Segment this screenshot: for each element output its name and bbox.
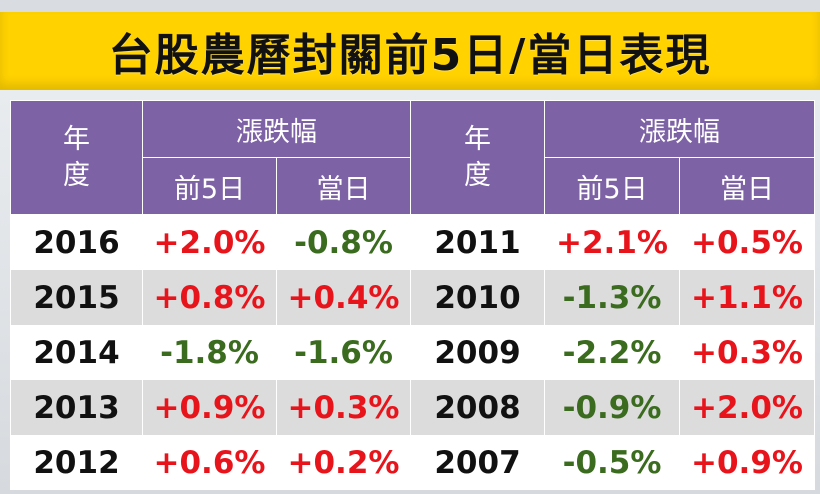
left-year-cell: 2014 xyxy=(10,325,143,380)
right-before5-cell: -0.5% xyxy=(544,435,680,490)
year-header-right: 年 度 xyxy=(410,100,545,215)
table-row: 2016 +2.0% -0.8% 2011 +2.1% +0.5% xyxy=(10,214,815,270)
left-year-cell: 2015 xyxy=(10,270,143,325)
year-header-line2: 度 xyxy=(464,159,491,191)
right-year-cell: 2010 xyxy=(410,270,545,325)
before5-header-left: 前5日 xyxy=(142,157,277,215)
right-sameday-cell: +1.1% xyxy=(679,270,815,325)
year-header-line1: 年 xyxy=(63,123,90,155)
right-sameday-cell: +2.0% xyxy=(679,380,815,435)
left-year-cell: 2012 xyxy=(10,435,143,490)
left-sameday-cell: +0.4% xyxy=(276,270,411,325)
left-sameday-cell: +0.3% xyxy=(276,380,411,435)
table-row: 2013 +0.9% +0.3% 2008 -0.9% +2.0% xyxy=(10,380,815,435)
right-before5-cell: -2.2% xyxy=(544,325,680,380)
right-year-cell: 2008 xyxy=(410,380,545,435)
table-row: 2014 -1.8% -1.6% 2009 -2.2% +0.3% xyxy=(10,325,815,380)
before5-header-right: 前5日 xyxy=(544,157,680,215)
left-sameday-cell: -1.6% xyxy=(276,325,411,380)
right-sameday-cell: +0.9% xyxy=(679,435,815,490)
year-header-left: 年 度 xyxy=(10,100,143,215)
left-before5-cell: +0.9% xyxy=(142,380,277,435)
right-sameday-cell: +0.3% xyxy=(679,325,815,380)
market-performance-table: 年 度 漲跌幅 年 度 漲跌幅 前5日 當日 前5日 當日 2016 +2.0% -… xyxy=(10,100,815,490)
right-before5-cell: +2.1% xyxy=(544,214,680,270)
right-before5-cell: -1.3% xyxy=(544,270,680,325)
right-year-cell: 2011 xyxy=(410,214,545,270)
year-header-line2: 度 xyxy=(63,159,90,191)
table-row: 2012 +0.6% +0.2% 2007 -0.5% +0.9% xyxy=(10,435,815,490)
left-sameday-cell: +0.2% xyxy=(276,435,411,490)
page-title: 台股農曆封關前5日/當日表現 xyxy=(108,30,712,81)
right-before5-cell: -0.9% xyxy=(544,380,680,435)
left-before5-cell: +0.8% xyxy=(142,270,277,325)
title-banner: 台股農曆封關前5日/當日表現 xyxy=(0,12,820,90)
year-header-line1: 年 xyxy=(464,123,491,155)
left-year-cell: 2013 xyxy=(10,380,143,435)
top-strip xyxy=(0,0,820,12)
change-header-right: 漲跌幅 xyxy=(544,100,815,158)
right-year-cell: 2007 xyxy=(410,435,545,490)
sameday-header-left: 當日 xyxy=(276,157,411,215)
left-before5-cell: -1.8% xyxy=(142,325,277,380)
left-sameday-cell: -0.8% xyxy=(276,214,411,270)
left-before5-cell: +2.0% xyxy=(142,214,277,270)
change-header-left: 漲跌幅 xyxy=(142,100,411,158)
right-sameday-cell: +0.5% xyxy=(679,214,815,270)
table-body: 2016 +2.0% -0.8% 2011 +2.1% +0.5% 2015 +0.8% +0.… xyxy=(10,214,815,490)
table-row: 2015 +0.8% +0.4% 2010 -1.3% +1.1% xyxy=(10,270,815,325)
left-year-cell: 2016 xyxy=(10,214,143,270)
sameday-header-right: 當日 xyxy=(679,157,815,215)
left-before5-cell: +0.6% xyxy=(142,435,277,490)
right-year-cell: 2009 xyxy=(410,325,545,380)
